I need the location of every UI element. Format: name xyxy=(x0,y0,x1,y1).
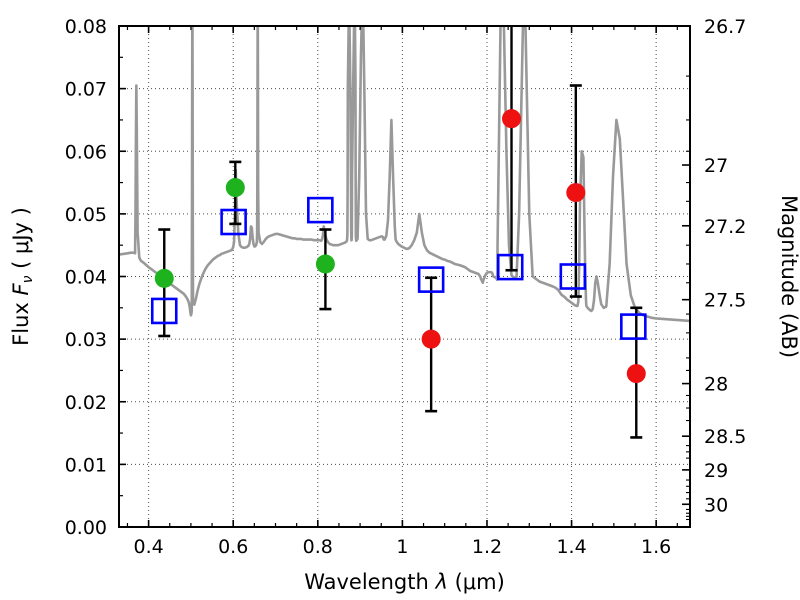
y2tick-label-1: 27 xyxy=(704,155,728,177)
data-point-square-model-synthetic-photometry-1[interactable] xyxy=(220,208,247,236)
ytick-label-2: 0.02 xyxy=(65,392,107,414)
y2tick-label-0: 26.7 xyxy=(704,16,746,38)
y2tick-label-3: 27.5 xyxy=(704,290,746,312)
xtick-label-1: 0.6 xyxy=(218,536,248,558)
yaxis-title: Flux Fν ( μJy ) xyxy=(9,207,36,346)
ytick-label-8: 0.08 xyxy=(65,16,107,38)
data-point-square-model-synthetic-photometry-4[interactable] xyxy=(496,253,524,281)
ytick-label-7: 0.07 xyxy=(65,79,107,101)
xtick-label-2: 0.8 xyxy=(303,536,333,558)
data-markers-group xyxy=(150,26,647,439)
plot-background xyxy=(119,26,690,527)
data-point-circle-observed-photometry-nearir-3[interactable] xyxy=(626,364,646,384)
y2tick-label-2: 27.2 xyxy=(704,216,746,238)
xtick-label-5: 1.4 xyxy=(556,536,586,558)
data-point-circle-observed-photometry-nearir-2[interactable] xyxy=(566,183,586,203)
data-point-square-model-synthetic-photometry-6[interactable] xyxy=(620,313,647,340)
yaxis-right-title: Magnitude (AB) xyxy=(777,195,800,358)
data-point-circle-observed-photometry-optical-1[interactable] xyxy=(225,178,245,198)
data-point-circle-observed-photometry-optical-0[interactable] xyxy=(154,268,174,288)
data-point-square-model-synthetic-photometry-5[interactable] xyxy=(559,263,587,290)
y2tick-label-5: 28.5 xyxy=(704,426,746,448)
y2tick-label-4: 28 xyxy=(704,374,728,396)
ytick-label-0: 0.00 xyxy=(65,517,107,539)
y2tick-label-6: 29 xyxy=(704,460,728,482)
y2tick-label-7: 30 xyxy=(704,494,728,516)
ytick-label-4: 0.04 xyxy=(65,267,107,289)
ytick-label-1: 0.01 xyxy=(65,454,107,476)
ytick-label-3: 0.03 xyxy=(65,329,107,351)
ytick-label-6: 0.06 xyxy=(65,141,107,163)
xtick-label-4: 1.2 xyxy=(472,536,502,558)
data-point-circle-observed-photometry-nearir-0[interactable] xyxy=(421,329,441,349)
xtick-label-6: 1.6 xyxy=(641,536,671,558)
model-spectrum-curve xyxy=(119,26,690,323)
data-point-square-model-synthetic-photometry-0[interactable] xyxy=(150,297,178,325)
ytick-label-5: 0.05 xyxy=(65,204,107,226)
data-point-circle-observed-photometry-optical-2[interactable] xyxy=(315,254,335,274)
data-point-circle-observed-photometry-nearir-1[interactable] xyxy=(502,109,522,129)
xaxis-title: Wavelength λ (μm) xyxy=(304,570,505,594)
data-point-square-model-synthetic-photometry-2[interactable] xyxy=(307,196,334,224)
data-point-square-model-synthetic-photometry-3[interactable] xyxy=(417,266,445,293)
xtick-label-3: 1 xyxy=(396,536,408,558)
xtick-label-0: 0.4 xyxy=(133,536,163,558)
